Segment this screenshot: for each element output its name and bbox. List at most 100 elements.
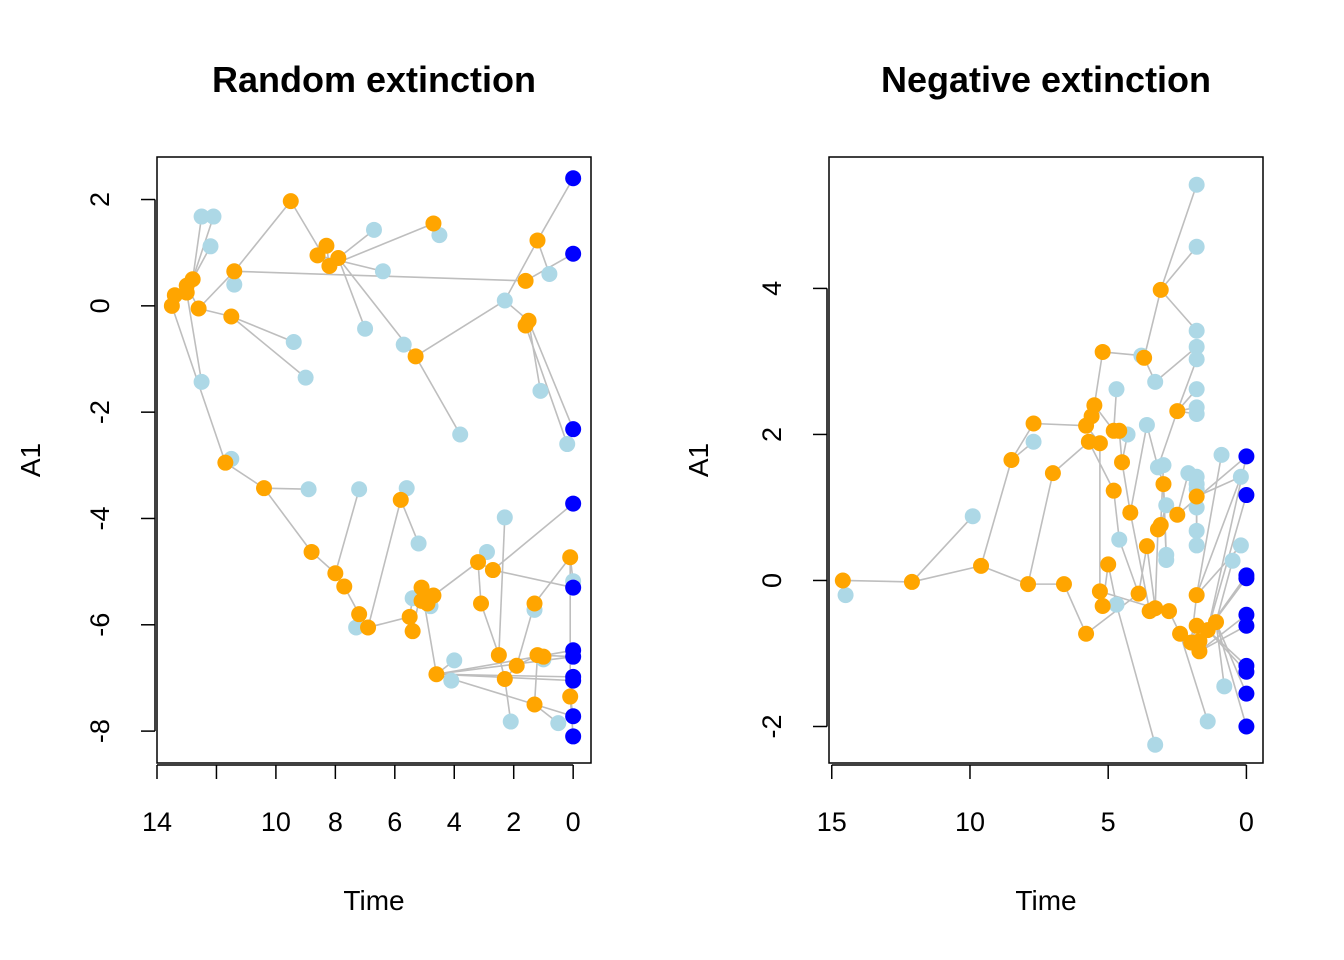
edge-random-39 — [414, 355, 461, 435]
plot-frame-random — [156, 156, 592, 764]
point-negative-extant-86 — [1238, 617, 1255, 634]
point-negative-internal-17 — [1078, 625, 1095, 642]
edge-random-64 — [480, 603, 500, 656]
point-negative-internal-9 — [1044, 465, 1061, 482]
edge-negative-60 — [1215, 560, 1234, 623]
chart-title-negative-extinction: Negative extinction — [881, 59, 1211, 100]
edge-random-46 — [527, 320, 574, 430]
point-random-internal-43 — [303, 543, 320, 560]
edge-negative-91 — [1215, 621, 1248, 727]
point-negative-internal-20 — [1100, 556, 1117, 573]
point-random-internal-31 — [517, 272, 534, 289]
edge-random-76 — [533, 556, 571, 605]
point-negative-extinct-66 — [1188, 499, 1205, 516]
point-negative-internal-16 — [1094, 343, 1111, 360]
point-random-internal-33 — [517, 317, 534, 334]
y-tick-label-negative-0: 0 — [757, 573, 787, 588]
point-random-extinct-71 — [502, 713, 519, 730]
point-negative-extinct-55 — [1188, 238, 1205, 255]
point-negative-internal-15 — [1091, 435, 1108, 452]
edge-negative-1 — [842, 579, 912, 583]
axes-negative: 15 10 5 0 4 2 0 -2 — [757, 281, 1254, 837]
edge-negative-78 — [1179, 633, 1209, 722]
point-random-internal-73 — [526, 595, 543, 612]
point-negative-internal-26 — [1114, 454, 1131, 471]
point-random-internal-45 — [336, 578, 353, 595]
edge-negative-32 — [1159, 184, 1198, 291]
x-tick-label-random-2: 2 — [506, 807, 521, 837]
edge-negative-41 — [1159, 465, 1165, 526]
point-random-internal-44 — [327, 565, 344, 582]
point-random-internal-72 — [508, 657, 525, 674]
point-negative-internal-43 — [1155, 476, 1172, 493]
x-tick-label-negative-15: 15 — [817, 807, 847, 837]
point-negative-extinct-56 — [1188, 322, 1205, 339]
point-negative-extinct-59 — [1188, 381, 1205, 398]
point-random-internal-4 — [184, 271, 201, 288]
point-random-extinct-23 — [395, 336, 412, 353]
point-negative-internal-32 — [1136, 349, 1153, 366]
point-random-internal-49 — [360, 619, 377, 636]
x-tick-label-random-0: 0 — [566, 807, 581, 837]
y-tick-label-random--6: -6 — [85, 613, 115, 637]
point-random-extinct-14 — [285, 333, 302, 350]
edge-random-37 — [329, 222, 434, 267]
point-negative-extinct-1 — [837, 587, 854, 604]
point-negative-internal-4 — [973, 557, 990, 574]
edge-random-60 — [432, 561, 479, 597]
point-random-internal-25 — [425, 215, 442, 232]
x-tick-label-random-8: 8 — [328, 807, 343, 837]
point-negative-internal-47 — [1161, 603, 1178, 620]
x-tick-label-negative-10: 10 — [955, 807, 985, 837]
point-random-extinct-9 — [193, 373, 210, 390]
y-axis-label-negative: A1 — [683, 443, 714, 477]
y-tick-label-random-2: 2 — [85, 192, 115, 207]
nodes-negative — [834, 176, 1255, 753]
point-random-internal-56 — [413, 579, 430, 596]
edge-random-65 — [498, 517, 506, 656]
edge-random-17 — [263, 487, 313, 553]
x-tick-label-negative-0: 0 — [1239, 807, 1254, 837]
edge-random-80 — [492, 569, 574, 589]
x-tick-label-random-6: 6 — [387, 807, 402, 837]
y-tick-label-negative--2: -2 — [757, 714, 787, 738]
point-negative-extinct-79 — [1232, 468, 1249, 485]
point-random-extinct-6 — [193, 208, 210, 225]
edge-negative-17 — [1088, 441, 1115, 492]
point-negative-internal-14 — [1086, 397, 1103, 414]
point-random-internal-68 — [490, 647, 507, 664]
point-negative-internal-65 — [1188, 488, 1205, 505]
point-negative-extant-82 — [1238, 487, 1255, 504]
point-random-internal-1 — [166, 287, 183, 304]
point-negative-extinct-44 — [1158, 497, 1175, 514]
x-axis-label-random: Time — [343, 885, 404, 916]
y-tick-label-random--8: -8 — [85, 719, 115, 743]
point-negative-internal-2 — [903, 573, 920, 590]
point-negative-internal-40 — [1152, 516, 1169, 533]
point-negative-internal-49 — [1169, 506, 1186, 523]
point-negative-extinct-46 — [1158, 552, 1175, 569]
point-random-internal-82 — [562, 688, 579, 705]
edge-random-24 — [231, 315, 295, 343]
edge-random-26 — [233, 200, 292, 272]
point-negative-extinct-54 — [1188, 176, 1205, 193]
point-negative-extant-88 — [1238, 663, 1255, 680]
x-tick-label-random-14: 14 — [142, 807, 172, 837]
point-random-extinct-20 — [366, 221, 382, 238]
point-random-internal-61 — [428, 666, 445, 683]
point-negative-extinct-33 — [1138, 416, 1155, 433]
point-negative-extinct-57 — [1188, 338, 1205, 355]
edge-random-25 — [230, 315, 307, 379]
edge-random-45 — [527, 320, 542, 392]
edge-negative-5 — [980, 565, 1029, 585]
point-random-extinct-52 — [410, 535, 427, 552]
y-tick-label-negative-2: 2 — [757, 427, 787, 442]
point-random-extinct-30 — [541, 265, 558, 282]
y-axis-label-random: A1 — [15, 443, 46, 477]
edge-random-32 — [337, 257, 366, 329]
point-random-extant-84 — [565, 579, 582, 596]
point-random-internal-19 — [330, 250, 347, 266]
point-negative-extant-85 — [1238, 606, 1255, 623]
edge-negative-86 — [1198, 614, 1247, 652]
